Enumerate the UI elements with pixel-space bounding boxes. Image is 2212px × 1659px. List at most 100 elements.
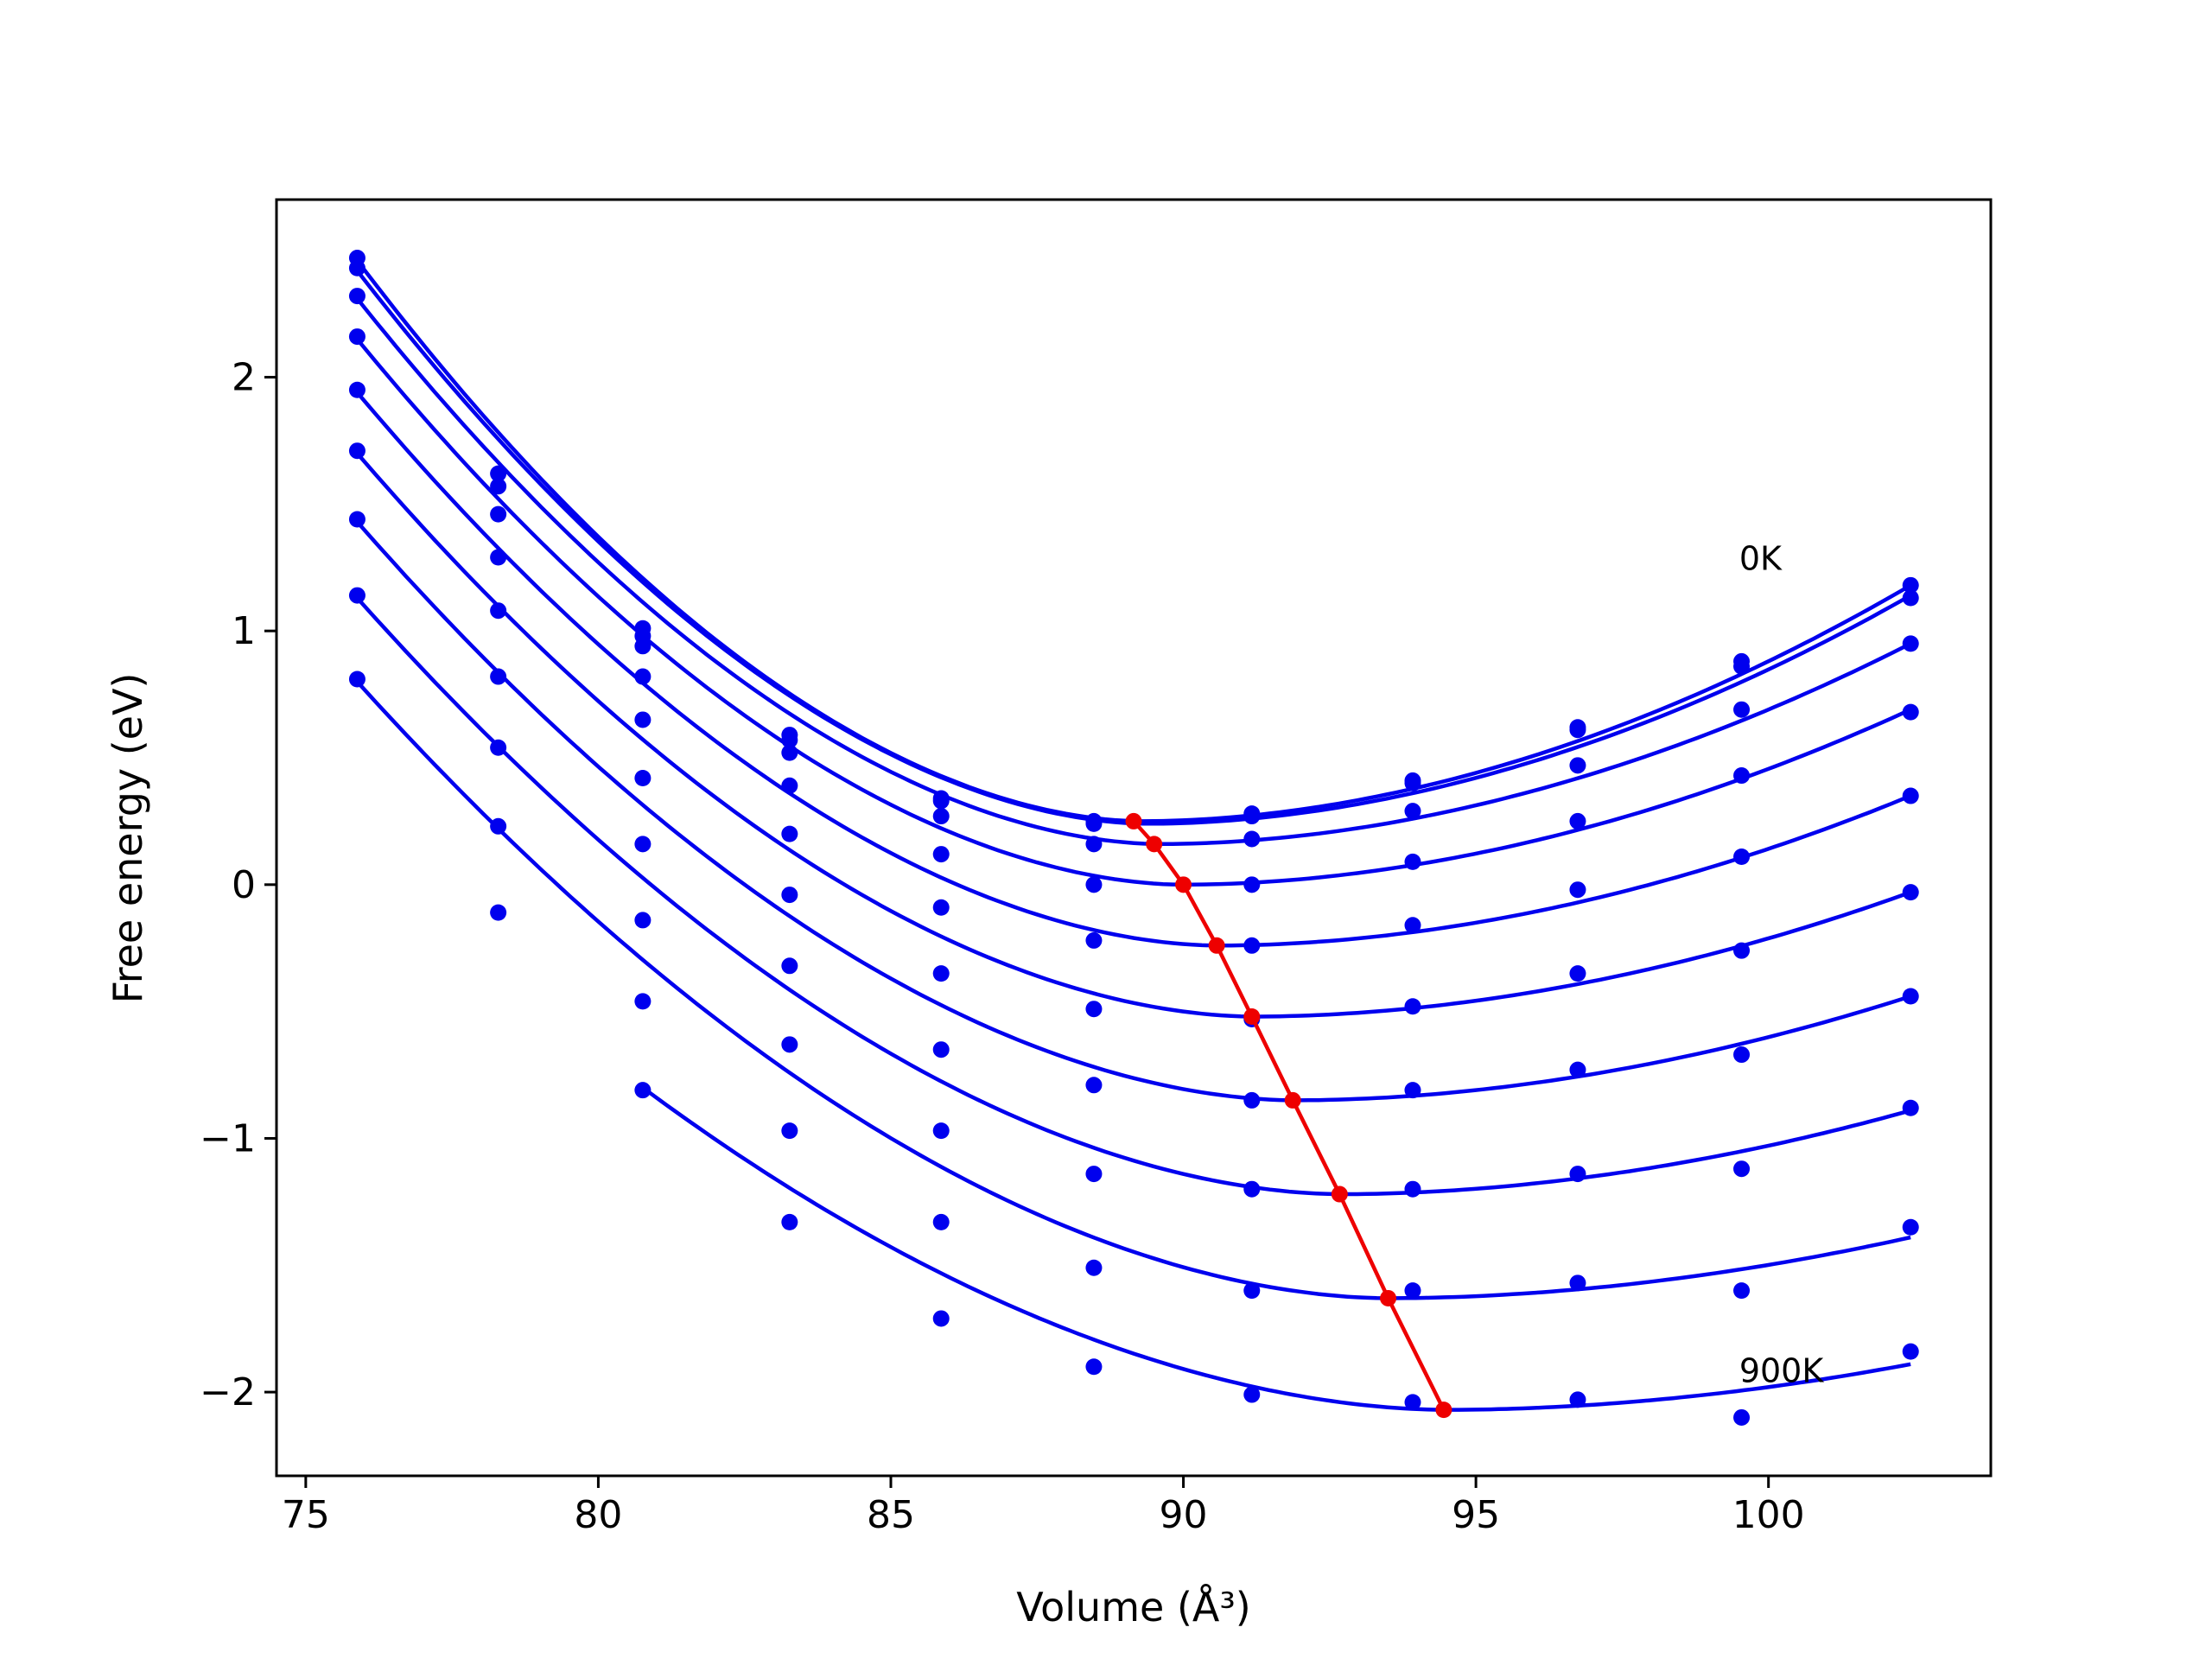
- curve-annotations: 0K 900K: [1739, 540, 1825, 1390]
- data-point: [490, 668, 507, 685]
- data-point: [1569, 1391, 1586, 1408]
- fit-curve-6: [355, 520, 1911, 1103]
- data-point: [932, 808, 950, 825]
- plot-frame: [275, 198, 1993, 1478]
- data-point: [634, 638, 652, 655]
- data-point: [348, 288, 365, 305]
- x-axis-label: Volume (Å³): [1016, 1584, 1251, 1630]
- data-point: [490, 505, 507, 523]
- data-point: [1404, 1282, 1421, 1300]
- fit-curve-9: [641, 1085, 1911, 1412]
- x-tick-label: 95: [1452, 1493, 1500, 1537]
- data-point: [932, 1310, 950, 1327]
- data-point: [490, 904, 507, 921]
- data-point: [932, 965, 950, 982]
- data-point: [634, 769, 652, 786]
- minimum-point: [1175, 876, 1192, 893]
- data-point: [1404, 853, 1421, 870]
- y-tick-label: −2: [200, 1370, 256, 1414]
- curve-annotation: 0K: [1739, 540, 1783, 578]
- data-point: [1569, 1166, 1586, 1183]
- minimum-point: [1208, 937, 1225, 954]
- fit-curve-7: [355, 596, 1911, 1197]
- data-point: [1404, 1180, 1421, 1198]
- data-point: [1733, 701, 1751, 718]
- fit-curve-8: [355, 680, 1911, 1300]
- y-tick-label: 2: [232, 356, 256, 400]
- data-point: [1404, 1082, 1421, 1099]
- data-point: [1733, 942, 1751, 959]
- data-point: [490, 602, 507, 620]
- data-point: [1902, 1099, 1919, 1116]
- data-point: [1404, 774, 1421, 791]
- data-point: [1569, 1274, 1586, 1292]
- data-point: [1085, 1358, 1103, 1376]
- data-point: [1085, 1077, 1103, 1094]
- x-tick-label: 90: [1160, 1493, 1208, 1537]
- minimum-point: [1125, 812, 1142, 830]
- data-point: [781, 1122, 798, 1140]
- data-point: [634, 912, 652, 929]
- data-point: [1733, 1046, 1751, 1064]
- data-point: [348, 511, 365, 528]
- series-1: [348, 259, 1919, 832]
- data-point: [634, 1082, 652, 1099]
- data-point: [1569, 1061, 1586, 1078]
- data-point: [348, 587, 365, 604]
- x-axis-ticks: 75 80 85 90 95 100: [282, 1476, 1805, 1537]
- data-point: [348, 381, 365, 398]
- data-point: [1733, 767, 1751, 785]
- data-point: [1733, 1408, 1751, 1426]
- data-point: [1733, 1282, 1751, 1300]
- data-point: [1902, 1343, 1919, 1360]
- data-point: [1243, 876, 1261, 893]
- minimum-point: [1243, 1008, 1261, 1026]
- data-point: [1085, 836, 1103, 853]
- data-point: [932, 1213, 950, 1230]
- data-point: [634, 993, 652, 1010]
- minimum-point: [1284, 1091, 1301, 1109]
- data-point: [1085, 931, 1103, 949]
- curve-annotation: 900K: [1739, 1351, 1825, 1389]
- data-point: [781, 1213, 798, 1230]
- data-point: [932, 1041, 950, 1058]
- data-point: [1569, 721, 1586, 739]
- data-point: [1243, 830, 1261, 848]
- y-tick-label: 1: [232, 609, 256, 653]
- data-point: [1902, 635, 1919, 652]
- y-axis-ticks: −2 −1 0 1 2: [200, 356, 276, 1414]
- data-point: [781, 957, 798, 975]
- fit-curve-1: [355, 269, 1912, 826]
- series-7: [348, 587, 1919, 1198]
- data-point: [1733, 1160, 1751, 1178]
- data-point: [490, 478, 507, 495]
- minima-path: [1125, 812, 1452, 1419]
- data-point: [1085, 1001, 1103, 1018]
- data-point: [348, 671, 365, 688]
- data-point: [932, 846, 950, 863]
- data-point: [1243, 808, 1261, 825]
- data-point: [1404, 1394, 1421, 1411]
- minimum-point: [1331, 1185, 1348, 1203]
- y-tick-label: 0: [232, 863, 256, 907]
- fit-curve-2: [355, 297, 1912, 847]
- fit-curve-5: [355, 452, 1911, 1019]
- data-point: [1404, 803, 1421, 820]
- plot-data: [348, 250, 1919, 1426]
- data-point: [1404, 917, 1421, 934]
- fit-curve-3: [355, 338, 1912, 887]
- series-6: [348, 511, 1919, 1109]
- y-axis-label: Free energy (eV): [105, 673, 151, 1004]
- x-tick-label: 100: [1732, 1493, 1805, 1537]
- data-point: [1569, 965, 1586, 982]
- data-point: [634, 836, 652, 853]
- data-point: [1085, 1259, 1103, 1276]
- data-point: [1243, 937, 1261, 954]
- data-point: [1243, 1386, 1261, 1403]
- fit-curve-0: [355, 259, 1912, 823]
- series-4: [348, 381, 1919, 954]
- data-point: [781, 825, 798, 842]
- data-point: [1569, 757, 1586, 774]
- series-3: [348, 328, 1919, 893]
